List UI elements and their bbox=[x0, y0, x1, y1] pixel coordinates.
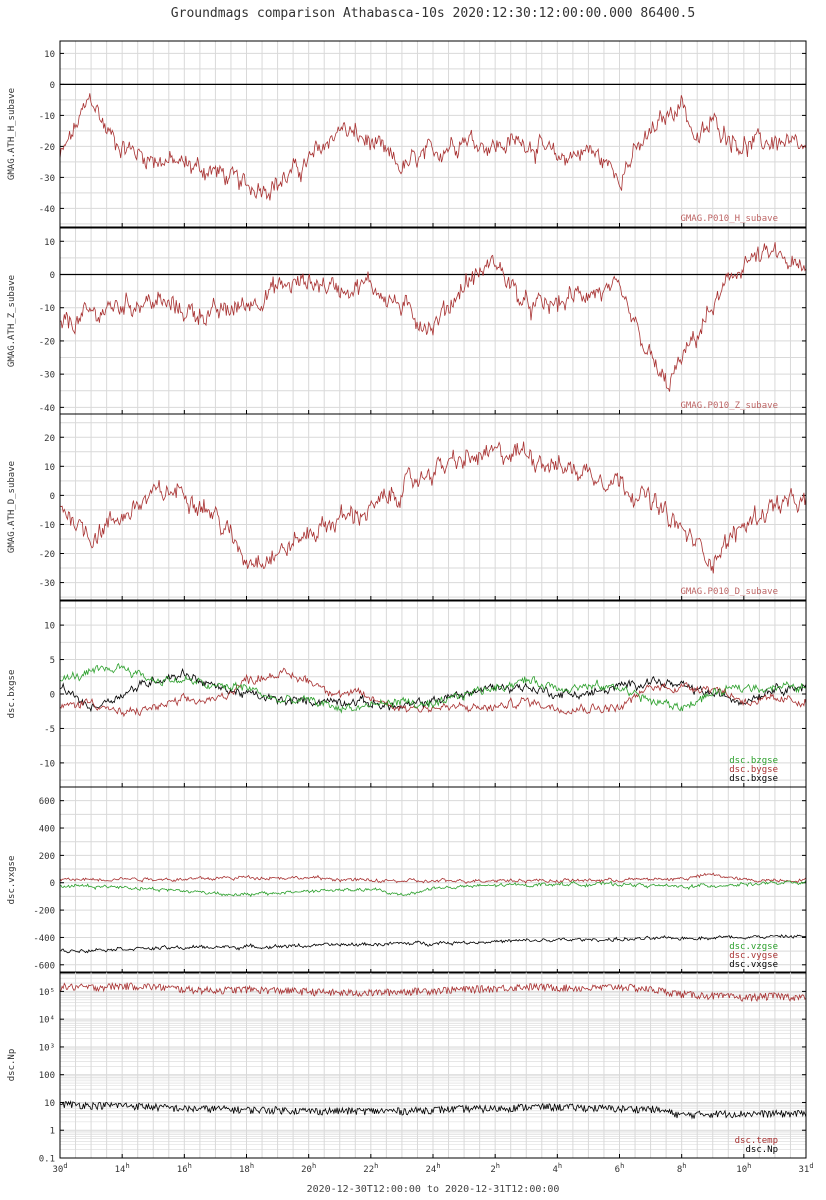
y-tick-label: -400 bbox=[33, 934, 55, 944]
series-line bbox=[60, 1099, 806, 1120]
series-line bbox=[60, 662, 806, 714]
legend-entry: dsc.vygse bbox=[729, 951, 778, 961]
series-group bbox=[60, 662, 806, 718]
y-tick-label: -20 bbox=[39, 337, 55, 347]
y-tick-label: 10 bbox=[44, 1099, 55, 1109]
x-tick-label: 2h bbox=[490, 1162, 500, 1175]
y-tick-label: -600 bbox=[33, 961, 55, 971]
legend-entry: GMAG.P010_Z_subave bbox=[680, 401, 778, 411]
y-axis-label: dsc.bxgse bbox=[7, 670, 17, 719]
series-group bbox=[60, 981, 806, 1120]
y-tick-label: -10 bbox=[39, 521, 55, 531]
series-group bbox=[60, 441, 806, 574]
y-tick-label: 10 bbox=[44, 50, 55, 60]
y-tick-label: -40 bbox=[39, 205, 55, 215]
y-tick-label: -200 bbox=[33, 907, 55, 917]
y-tick-label: 10⁴ bbox=[39, 1016, 55, 1026]
y-tick-label: -30 bbox=[39, 371, 55, 381]
y-tick-label: -5 bbox=[44, 725, 55, 735]
y-tick-label: 10 bbox=[44, 622, 55, 632]
panel-1: 10 0 -10 -20 -30 -40 GMAG.ATH_H_subave GMAG.P01… bbox=[7, 40, 807, 228]
legend-entry: dsc.Np bbox=[745, 1145, 778, 1155]
y-tick-label: 0 bbox=[50, 691, 55, 701]
legend-entry: dsc.bxgse bbox=[729, 774, 778, 784]
legend-entry: dsc.temp bbox=[735, 1136, 778, 1146]
y-axis-label: dsc.Np bbox=[7, 1049, 17, 1082]
x-tick-label: 8h bbox=[677, 1162, 687, 1175]
series-line bbox=[60, 872, 806, 884]
x-axis-label: 2020-12-30T12:00:00 to 2020-12-31T12:00:… bbox=[307, 1184, 560, 1195]
series-line bbox=[60, 93, 806, 201]
y-tick-label: -30 bbox=[39, 174, 55, 184]
series-line bbox=[60, 242, 806, 392]
legend-entry: GMAG.P010_H_subave bbox=[680, 214, 778, 224]
y-tick-label: 100 bbox=[39, 1071, 55, 1081]
panel-5: 600 400 200 0 -200 -400 -600 dsc.vxgse dsc.vzgse… bbox=[7, 786, 807, 974]
series-line bbox=[60, 667, 806, 718]
y-tick-label: 0 bbox=[50, 81, 55, 91]
series-line bbox=[60, 934, 806, 954]
x-tick-label: 18h bbox=[239, 1162, 254, 1175]
y-axis-label: GMAG.ATH_Z_subave bbox=[7, 275, 17, 367]
x-tick-label: 4h bbox=[553, 1162, 563, 1175]
y-tick-label: 10 bbox=[44, 238, 55, 248]
y-tick-label: 0 bbox=[50, 879, 55, 889]
y-tick-label: 1 bbox=[50, 1127, 55, 1137]
panel-3: 20 10 0 -10 -20 -30 GMAG.ATH_D_subave GMAG.P010… bbox=[7, 413, 807, 601]
y-tick-label: -40 bbox=[39, 404, 55, 414]
y-tick-label: -20 bbox=[39, 550, 55, 560]
y-tick-label: 600 bbox=[39, 797, 55, 807]
series-group bbox=[60, 872, 806, 954]
series-line bbox=[60, 441, 806, 574]
legend-entry: dsc.bygse bbox=[729, 765, 778, 775]
x-tick-label: 22h bbox=[363, 1162, 378, 1175]
panel-2: 10 0 -10 -20 -30 -40 GMAG.ATH_Z_subave GMAG.P01… bbox=[7, 227, 807, 415]
x-tick-label: 14h bbox=[115, 1162, 130, 1175]
legend-entry: dsc.vxgse bbox=[729, 960, 778, 970]
y-tick-label: 0 bbox=[50, 492, 55, 502]
y-axis-label: GMAG.ATH_H_subave bbox=[7, 88, 17, 180]
y-tick-label: 200 bbox=[39, 852, 55, 862]
series-line bbox=[60, 981, 806, 1002]
series-group bbox=[60, 242, 806, 392]
panels: 100-10-20-30-40GMAG.ATH_H_subaveGMAG.P01… bbox=[7, 40, 807, 1165]
x-tick-label: 16h bbox=[177, 1162, 192, 1175]
series-line bbox=[60, 879, 806, 898]
x-tick-label: 20h bbox=[301, 1162, 316, 1175]
x-tick-label: 6h bbox=[615, 1162, 625, 1175]
y-axis-label: GMAG.ATH_D_subave bbox=[7, 461, 17, 553]
y-tick-label: 10³ bbox=[39, 1043, 55, 1053]
legend-entry: dsc.bzgse bbox=[729, 756, 778, 766]
x-tick-label: 31d bbox=[798, 1162, 813, 1175]
panel-4: 1050-5-10dsc.bxgsedsc.bzgsedsc.bygsedsc.… bbox=[7, 600, 807, 788]
series-group bbox=[60, 93, 806, 201]
series-line bbox=[60, 667, 806, 713]
y-tick-label: 5 bbox=[50, 656, 55, 666]
y-tick-label: -10 bbox=[39, 759, 55, 769]
legend-entry: dsc.vzgse bbox=[729, 942, 778, 952]
chart-title: Groundmags comparison Athabasca-10s 2020… bbox=[171, 6, 695, 21]
y-tick-label: 10⁵ bbox=[39, 988, 55, 998]
x-tick-label: 10h bbox=[736, 1162, 751, 1175]
legend-entry: GMAG.P010_D_subave bbox=[680, 587, 778, 597]
y-tick-label: 0 bbox=[50, 271, 55, 281]
y-tick-label: -10 bbox=[39, 304, 55, 314]
y-tick-label: 400 bbox=[39, 825, 55, 835]
y-tick-label: 10 bbox=[44, 463, 55, 473]
y-tick-label: -30 bbox=[39, 579, 55, 589]
y-axis-label: dsc.vxgse bbox=[7, 856, 17, 905]
x-tick-label: 24h bbox=[425, 1162, 440, 1175]
y-tick-label: 0.1 bbox=[39, 1155, 55, 1165]
y-tick-label: 20 bbox=[44, 434, 55, 444]
y-tick-label: -20 bbox=[39, 143, 55, 153]
y-tick-label: -10 bbox=[39, 112, 55, 122]
